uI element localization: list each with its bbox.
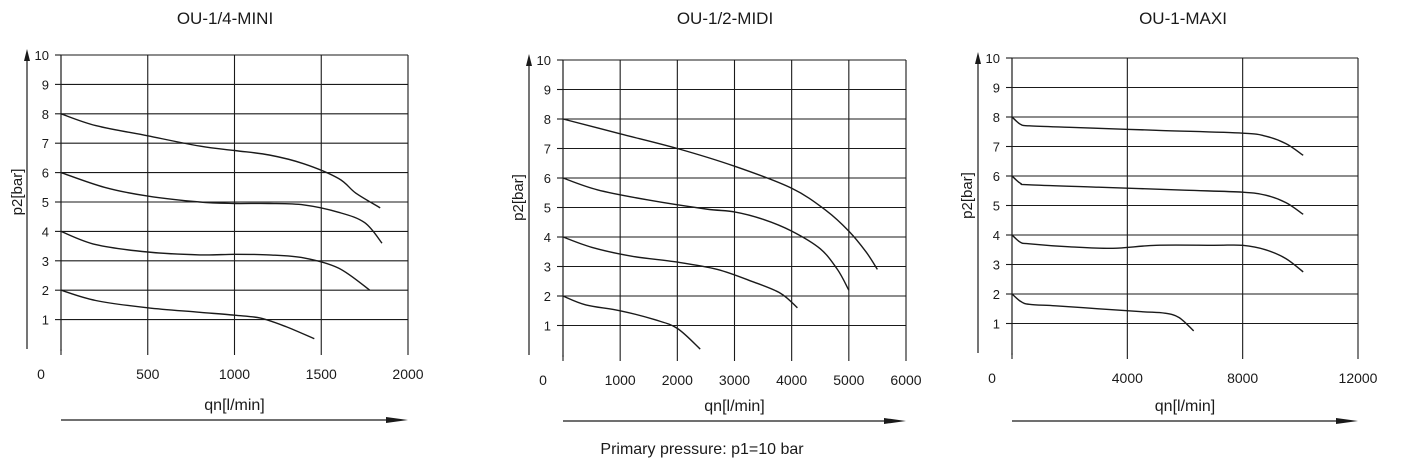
- x-tick-label: 5000: [833, 372, 864, 388]
- y-tick-label: 5: [993, 199, 1000, 214]
- series-line-2: [60, 171, 383, 244]
- y-axis-arrowhead: [975, 52, 981, 64]
- x-tick-label: 0: [988, 370, 996, 386]
- y-tick-label: 8: [42, 107, 49, 122]
- x-tick-label: 2000: [392, 366, 423, 382]
- series-line-3: [1011, 234, 1304, 273]
- x-tick-label: 3000: [719, 372, 750, 388]
- series-line-1: [562, 118, 878, 270]
- y-tick-label: 6: [993, 169, 1000, 184]
- y-tick-label: 3: [544, 260, 551, 275]
- series-line-3: [60, 230, 371, 291]
- y-tick-label: 2: [993, 287, 1000, 302]
- y-tick-label: 9: [544, 83, 551, 98]
- x-tick-label: 0: [539, 372, 547, 388]
- x-tick-label: 500: [136, 366, 160, 382]
- x-tick-label: 0: [37, 366, 45, 382]
- x-axis-arrowhead: [1336, 418, 1358, 424]
- series-line-1: [1011, 116, 1304, 156]
- y-tick-label: 6: [42, 166, 49, 181]
- y-tick-label: 7: [544, 142, 551, 157]
- y-tick-label: 10: [986, 51, 1000, 66]
- footer-note: Primary pressure: p1=10 bar: [600, 441, 804, 458]
- y-tick-label: 10: [537, 53, 551, 68]
- x-tick-label: 8000: [1227, 370, 1258, 386]
- y-tick-label: 7: [993, 140, 1000, 155]
- series-line-4: [60, 289, 315, 340]
- series-line-2: [1011, 175, 1304, 215]
- x-axis-arrowhead: [884, 418, 906, 424]
- y-tick-label: 5: [42, 195, 49, 210]
- y-tick-label: 7: [42, 136, 49, 151]
- y-tick-label: 1: [42, 313, 49, 328]
- y-tick-label: 4: [544, 230, 551, 245]
- y-tick-label: 9: [993, 81, 1000, 96]
- chart-panel-2: OU-1/2-MIDI 0 1000 2000 3000 4000 5000 6000 1 2 3 4…: [510, 9, 922, 424]
- chart-title: OU-1/4-MINI: [177, 9, 273, 28]
- x-tick-label: 6000: [890, 372, 921, 388]
- y-axis-arrowhead: [526, 54, 532, 66]
- x-tick-label: 4000: [1112, 370, 1143, 386]
- series-line-4: [1011, 293, 1195, 332]
- x-axis-label: qn[l/min]: [204, 397, 264, 414]
- y-tick-label: 1: [544, 319, 551, 334]
- y-axis-label: p2[bar]: [959, 172, 976, 219]
- y-axis-label: p2[bar]: [9, 169, 26, 216]
- y-tick-label: 2: [544, 289, 551, 304]
- y-tick-label: 10: [35, 48, 49, 63]
- y-tick-label: 8: [993, 110, 1000, 125]
- x-tick-label: 2000: [662, 372, 693, 388]
- x-tick-label: 1000: [219, 366, 250, 382]
- x-tick-label: 1500: [306, 366, 337, 382]
- y-tick-label: 8: [544, 112, 551, 127]
- x-tick-label: 12000: [1339, 370, 1378, 386]
- y-tick-label: 3: [42, 254, 49, 269]
- chart-title: OU-1-MAXI: [1139, 9, 1227, 28]
- series-line-4: [562, 295, 701, 350]
- series-line-3: [562, 236, 798, 309]
- x-tick-label: 4000: [776, 372, 807, 388]
- y-tick-label: 9: [42, 77, 49, 92]
- y-tick-label: 4: [993, 228, 1000, 243]
- y-tick-label: 3: [993, 258, 1000, 273]
- chart-title: OU-1/2-MIDI: [677, 9, 773, 28]
- chart-panel-1: OU-1/4-MINI 0 500 1000 1500 2000 1 2 3 4 5 6 7 8 9 10 p2…: [9, 9, 424, 423]
- y-tick-label: 5: [544, 201, 551, 216]
- y-tick-label: 2: [42, 283, 49, 298]
- y-tick-label: 6: [544, 171, 551, 186]
- series-line-1: [60, 113, 381, 209]
- x-axis-arrowhead: [386, 417, 408, 423]
- y-axis-label: p2[bar]: [510, 174, 527, 221]
- y-axis-arrowhead: [24, 49, 30, 61]
- chart-panel-3: OU-1-MAXI 0 4000 8000 12000 1 2 3 4 5 6 7 8 9 10 p2[bar…: [959, 9, 1378, 424]
- series-line-2: [562, 177, 850, 291]
- y-tick-label: 1: [993, 317, 1000, 332]
- y-tick-label: 4: [42, 224, 49, 239]
- x-axis-label: qn[l/min]: [704, 398, 764, 415]
- x-axis-label: qn[l/min]: [1155, 398, 1215, 415]
- x-tick-label: 1000: [605, 372, 636, 388]
